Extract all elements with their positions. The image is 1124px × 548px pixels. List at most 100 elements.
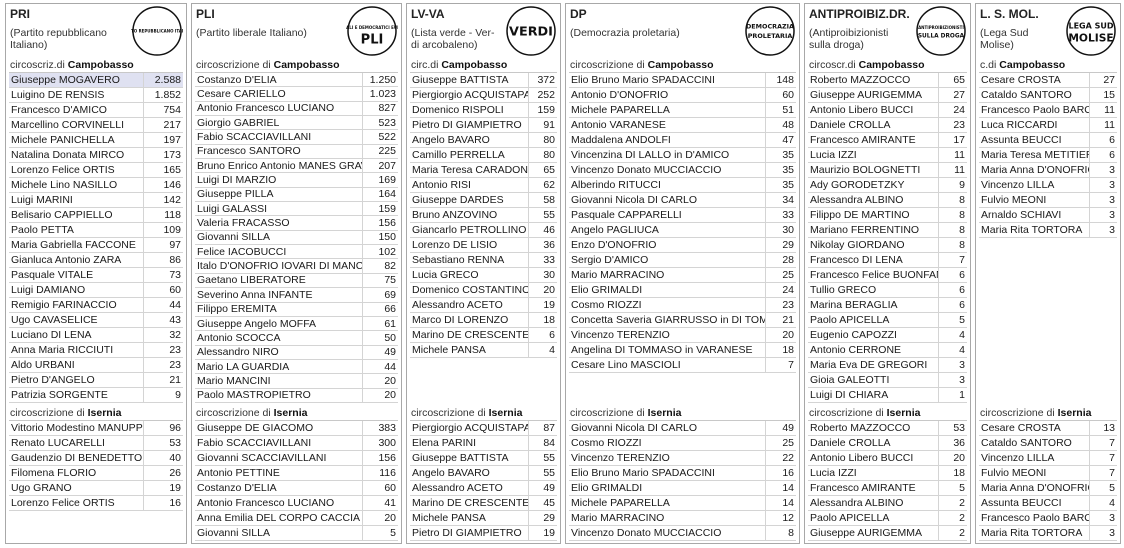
candidate-row: Mariano FERRENTINO 8	[808, 223, 967, 238]
candidate-votes: 65	[528, 163, 557, 177]
vote-table: Roberto MAZZOCCO 53 Daniele CROLLA 36 Antoni…	[808, 420, 967, 541]
candidate-name: Angelo BAVARO	[412, 134, 490, 146]
candidate-name: Cataldo SANTORO	[981, 437, 1072, 449]
candidate-name: Fabio SCACCIAVILLANI	[197, 131, 312, 144]
candidate-name: Maria Teresa METITIERI	[981, 149, 1089, 161]
candidate-row: Daniele CROLLA 36	[808, 436, 967, 451]
candidate-row: Aldo URBANI 23	[9, 358, 183, 373]
candidate-row: Giorgio GABRIEL 523	[195, 116, 398, 131]
candidate-row: Lorenzo DE LISIO 36	[410, 238, 557, 253]
candidate-row: Cataldo SANTORO 7	[979, 436, 1117, 451]
candidate-row: Giuseppe MOGAVERO 2.588	[9, 73, 183, 88]
logo-ring	[745, 6, 795, 56]
candidate-votes: 6	[528, 328, 557, 342]
candidate-row: Giuseppe AURIGEMMA 27	[808, 88, 967, 103]
party-title: ANTIPROIBIZ.DR.	[809, 7, 910, 21]
candidate-votes: 4	[528, 343, 557, 357]
candidate-row: Giovanni SCACCIAVILLANI 156	[195, 451, 398, 466]
candidate-votes: 173	[143, 148, 183, 162]
candidate-name: Patrizia SORGENTE	[11, 389, 108, 401]
candidate-row: Valeria FRACASSO 156	[195, 216, 398, 231]
candidate-row: Alessandro NIRO 49	[195, 345, 398, 360]
candidate-row: Giuseppe BATTISTA 55	[410, 451, 557, 466]
candidate-votes: 3	[1089, 193, 1117, 207]
candidate-row: Piergiorgio ACQUISTAPACE252	[410, 88, 557, 103]
candidate-name: Francesco Paolo BARONE	[981, 512, 1089, 524]
candidate-name: Luigi MARINI	[11, 194, 73, 206]
section-prefix: circ.di	[411, 59, 439, 71]
candidate-votes: 29	[528, 511, 557, 525]
candidate-row: Pietro DI GIAMPIETRO 19	[410, 526, 557, 541]
candidate-name: Pasquale VITALE	[11, 269, 94, 281]
candidate-name: Camillo PERRELLA	[412, 149, 505, 161]
candidate-row: Elio Bruno Mario SPADACCINI 148	[569, 73, 796, 88]
candidate-votes: 30	[528, 268, 557, 282]
party-logo: LEGA SUD MOLISE	[1066, 6, 1116, 56]
candidate-row: Pietro D'ANGELO 21	[9, 373, 183, 388]
section-place: Isernia	[87, 407, 122, 419]
candidate-votes: 8	[938, 208, 967, 222]
candidate-name: Angelo BAVARO	[412, 467, 490, 479]
section-label: circoscrizione di Campobasso	[196, 59, 340, 71]
candidate-name: Piergiorgio ACQUISTAPACE	[412, 89, 528, 101]
candidate-name: Maria Anna D'ONOFRIO	[981, 164, 1089, 176]
candidate-name: Paolo APICELLA	[810, 512, 890, 524]
candidate-row: Vincenzina DI LALLO in D'AMICO 35	[569, 148, 796, 163]
candidate-votes: 25	[765, 436, 796, 450]
candidate-votes: 86	[143, 253, 183, 267]
candidate-votes: 23	[143, 358, 183, 372]
candidate-row: Cesare CROSTA 13	[979, 421, 1117, 436]
candidate-row: Angelina DI TOMMASO in VARANESE 18	[569, 343, 796, 358]
section-place: Campobasso	[441, 59, 508, 71]
candidate-row: Elio GRIMALDI 24	[569, 283, 796, 298]
candidate-row: Maria Rita TORTORA 3	[979, 526, 1117, 541]
candidate-votes: 97	[143, 238, 183, 252]
candidate-row: Pietro DI GIAMPIETRO 91	[410, 118, 557, 133]
party-panel: PLI (Partito liberale Italiano) LIBERALI E…	[191, 3, 402, 544]
candidate-name: Vincenzo TERENZIO	[571, 452, 670, 464]
candidate-row: Maria Rita TORTORA 3	[979, 223, 1117, 238]
candidate-row: Francesco Paolo BARONE11	[979, 103, 1117, 118]
vote-table: Giuseppe BATTISTA 372 Piergiorgio ACQUISTA…	[410, 72, 557, 358]
candidate-row: Ugo GRANO 19	[9, 481, 183, 496]
party-panel: ANTIPROIBIZ.DR. (Antiproibizionisti sulla …	[804, 3, 971, 544]
subtitle-line: sulla droga)	[809, 39, 864, 51]
candidate-name: Italo D'ONOFRIO IOVARI DI MANCIPA	[197, 260, 362, 273]
vote-table: Giovanni Nicola DI CARLO 49 Cosmo RIOZZI 25…	[569, 420, 796, 541]
candidate-name: Elio GRIMALDI	[571, 284, 643, 296]
candidate-votes: 15	[1089, 88, 1117, 102]
candidate-row: Lucia IZZI 11	[808, 148, 967, 163]
candidate-name: Francesco AMIRANTE	[810, 482, 916, 494]
candidate-votes: 20	[765, 328, 796, 342]
candidate-row: Enzo D'ONOFRIO 29	[569, 238, 796, 253]
candidate-row: Michele PAPARELLA 51	[569, 103, 796, 118]
candidate-row: Gaetano LIBERATORE 75	[195, 273, 398, 289]
candidate-name: Giuseppe PILLA	[197, 188, 274, 201]
candidate-votes: 754	[143, 103, 183, 117]
candidate-name: Francesco AMIRANTE	[810, 134, 916, 146]
candidate-votes: 1.023	[362, 87, 398, 101]
party-subtitle: (Antiproibizionisti sulla droga)	[809, 27, 888, 51]
candidate-votes: 21	[143, 373, 183, 387]
candidate-row: Marino DE CRESCENTE 6	[410, 328, 557, 343]
party-title: PLI	[196, 7, 215, 21]
candidate-votes: 5	[1089, 481, 1117, 495]
candidate-name: Antonio VARANESE	[571, 119, 666, 131]
candidate-name: Maria Rita TORTORA	[981, 224, 1083, 236]
candidate-name: Elena PARINI	[412, 437, 476, 449]
candidate-name: Renato LUCARELLI	[11, 437, 105, 449]
section-label: circoscrizione di Isernia	[570, 407, 681, 419]
candidate-row: Antonio Francesco LUCIANO 41	[195, 496, 398, 511]
candidate-votes: 73	[143, 268, 183, 282]
party-subtitle: (Democrazia proletaria)	[570, 27, 680, 39]
candidate-name: Maddalena ANDOLFI	[571, 134, 671, 146]
candidate-row: Renato LUCARELLI 53	[9, 436, 183, 451]
candidate-votes: 20	[362, 388, 398, 402]
candidate-name: Maria Gabriella FACCONE	[11, 239, 136, 251]
section-prefix: circoscrizione di	[10, 407, 85, 419]
candidate-name: Pietro DI GIAMPIETRO	[412, 527, 522, 539]
candidate-row: Luigi DAMIANO 60	[9, 283, 183, 298]
candidate-votes: 4	[1089, 496, 1117, 510]
candidate-name: Giorgio GABRIEL	[197, 116, 280, 129]
candidate-name: Angelo PAGLIUCA	[571, 224, 659, 236]
